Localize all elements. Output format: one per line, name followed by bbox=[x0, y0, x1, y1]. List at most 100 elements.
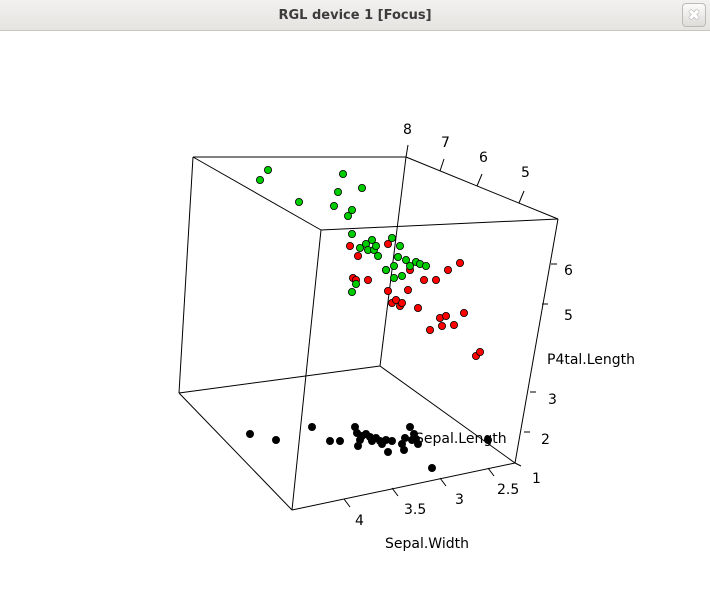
z-tick-label: 6 bbox=[564, 263, 573, 279]
data-point bbox=[449, 320, 458, 329]
data-point bbox=[325, 436, 334, 445]
data-point bbox=[397, 298, 406, 307]
data-point bbox=[441, 311, 450, 320]
box-edge bbox=[514, 218, 559, 464]
y-axis: 8 7 6 5 Sepal.Length bbox=[403, 122, 530, 447]
data-point bbox=[294, 197, 303, 206]
y-axis-label: Sepal.Length bbox=[415, 431, 507, 447]
data-point bbox=[335, 436, 344, 445]
z-axis-label: P4tal.Length bbox=[547, 352, 635, 368]
box-edge bbox=[405, 156, 559, 220]
z-tick-label: 5 bbox=[564, 308, 573, 324]
x-tick bbox=[439, 477, 447, 487]
data-point bbox=[355, 243, 364, 252]
x-tick-label: 3.5 bbox=[404, 502, 426, 518]
y-tick bbox=[476, 173, 483, 187]
data-point bbox=[393, 252, 402, 261]
data-point bbox=[343, 211, 352, 220]
data-points bbox=[245, 165, 492, 472]
data-point bbox=[427, 463, 436, 472]
data-point bbox=[459, 308, 468, 317]
data-point bbox=[383, 239, 392, 248]
data-point bbox=[367, 235, 376, 244]
x-tick bbox=[391, 487, 399, 497]
data-point bbox=[399, 445, 408, 454]
x-tick-label: 4 bbox=[355, 513, 364, 529]
z-tick-label: 3 bbox=[548, 392, 557, 408]
data-point bbox=[383, 447, 392, 456]
y-tick-label: 5 bbox=[521, 165, 530, 181]
data-point bbox=[329, 201, 338, 210]
data-point bbox=[475, 347, 484, 356]
data-point bbox=[347, 229, 356, 238]
data-point bbox=[263, 165, 272, 174]
data-point bbox=[431, 275, 440, 284]
data-point bbox=[395, 241, 404, 250]
data-point bbox=[421, 261, 430, 270]
x-tick-label: 3 bbox=[455, 492, 464, 508]
data-point bbox=[381, 265, 390, 274]
data-point bbox=[425, 325, 434, 334]
plot-canvas[interactable]: 8 7 6 5 Sepal.Length 6 5 3 2 1 P4tal.Len… bbox=[0, 31, 710, 596]
window-title: RGL device 1 [Focus] bbox=[278, 8, 432, 23]
z-tick-label: 2 bbox=[541, 432, 550, 448]
z-tick-label: 1 bbox=[532, 471, 541, 487]
data-point bbox=[443, 265, 452, 274]
data-point bbox=[345, 241, 354, 250]
data-point bbox=[347, 205, 356, 214]
data-point bbox=[371, 241, 380, 250]
y-tick bbox=[405, 144, 409, 158]
x-axis: 2.5 3 3.5 4 Sepal.Width bbox=[343, 467, 519, 552]
data-point bbox=[347, 287, 356, 296]
data-point bbox=[413, 303, 422, 312]
x-tick-label: 2.5 bbox=[497, 482, 519, 498]
data-point bbox=[405, 261, 414, 270]
data-point bbox=[483, 435, 492, 444]
y-tick-label: 6 bbox=[479, 150, 488, 166]
box-edge bbox=[379, 365, 516, 464]
data-point bbox=[389, 261, 398, 270]
data-point bbox=[357, 183, 366, 192]
y-tick-label: 8 bbox=[403, 122, 412, 138]
data-point bbox=[387, 436, 396, 445]
data-point bbox=[255, 175, 264, 184]
data-point bbox=[363, 275, 372, 284]
data-point bbox=[271, 435, 280, 444]
data-point bbox=[389, 273, 398, 282]
data-point bbox=[400, 433, 409, 442]
y-tick bbox=[439, 158, 445, 172]
box-edge bbox=[291, 462, 516, 511]
data-point bbox=[245, 429, 254, 438]
data-point bbox=[397, 271, 406, 280]
y-tick-label: 7 bbox=[441, 135, 450, 151]
box-edge bbox=[379, 156, 407, 367]
bounding-box bbox=[178, 156, 559, 511]
box-edge bbox=[178, 365, 381, 394]
z-tick bbox=[514, 462, 522, 467]
title-bar[interactable]: RGL device 1 [Focus] ✖ bbox=[0, 0, 710, 31]
y-tick bbox=[518, 190, 525, 204]
scatter-3d-plot[interactable]: 8 7 6 5 Sepal.Length 6 5 3 2 1 P4tal.Len… bbox=[0, 31, 710, 596]
x-tick bbox=[487, 467, 495, 477]
data-point bbox=[437, 321, 446, 330]
x-tick bbox=[343, 498, 351, 508]
data-point bbox=[383, 286, 392, 295]
data-point bbox=[353, 251, 362, 260]
box-edge bbox=[320, 218, 559, 231]
box-edge bbox=[192, 156, 322, 231]
box-edge bbox=[178, 156, 194, 394]
box-edge bbox=[178, 392, 293, 511]
data-point bbox=[405, 422, 414, 431]
data-point bbox=[419, 275, 428, 284]
data-point bbox=[338, 169, 347, 178]
data-point bbox=[403, 285, 412, 294]
z-axis: 6 5 3 2 1 P4tal.Length bbox=[514, 263, 635, 487]
data-point bbox=[351, 279, 360, 288]
data-point bbox=[413, 439, 422, 448]
close-icon[interactable]: ✖ bbox=[682, 3, 706, 27]
data-point bbox=[455, 258, 464, 267]
data-point bbox=[307, 422, 316, 431]
data-point bbox=[401, 255, 410, 264]
data-point bbox=[387, 233, 396, 242]
